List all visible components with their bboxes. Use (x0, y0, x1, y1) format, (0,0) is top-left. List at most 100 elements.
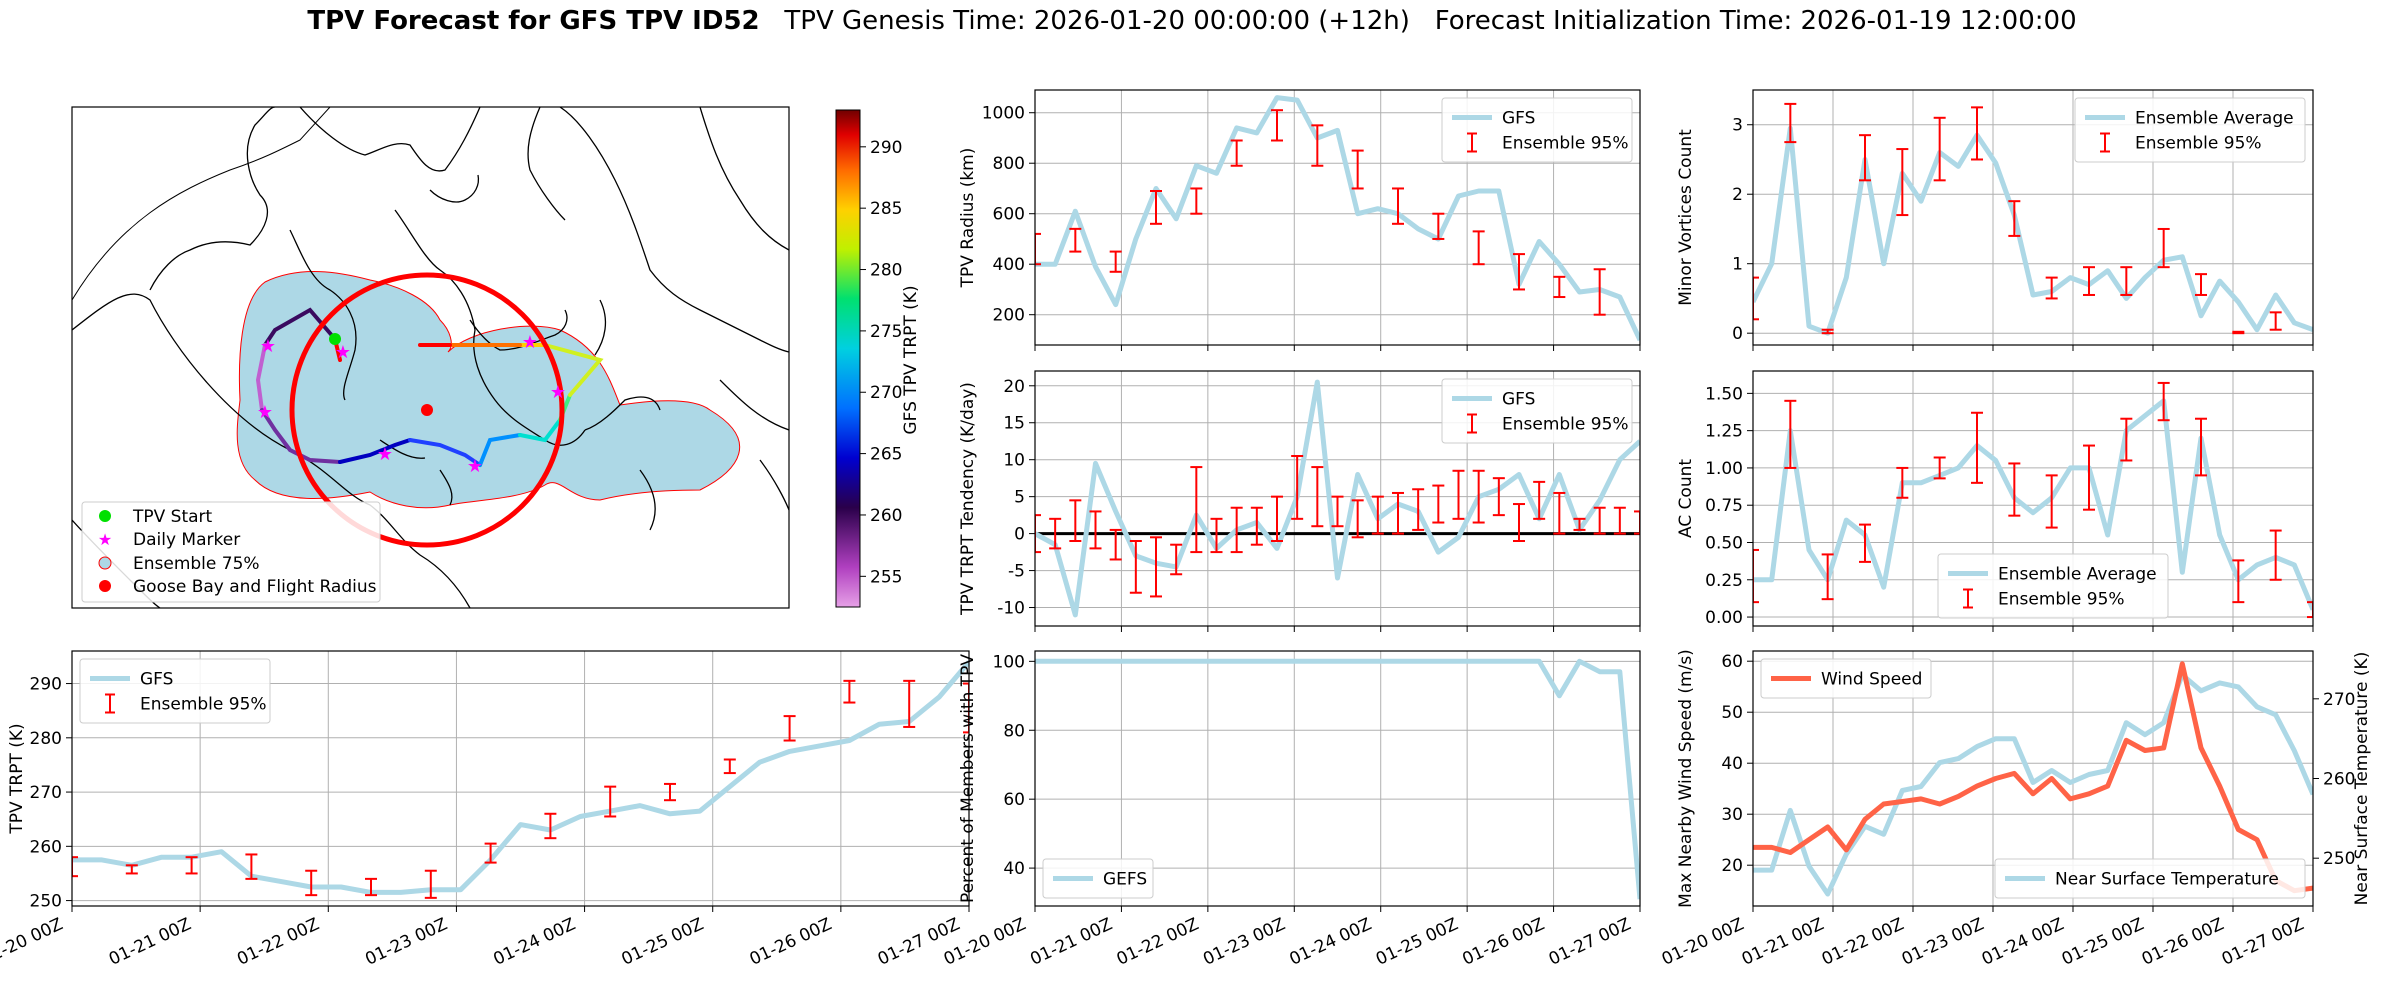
series-group (1035, 379, 1640, 618)
series-group (1753, 381, 2313, 619)
legend-label: Ensemble Average (1998, 565, 2157, 585)
colorbar-tick-label: 275 (870, 322, 902, 342)
y-axis-label: TPV TRPT Tendency (K/day) (958, 382, 978, 616)
y-tick-label: 0.25 (1705, 571, 1743, 591)
y-tick-label: 800 (993, 154, 1025, 174)
svg-text:★: ★ (257, 402, 273, 423)
x-tick-label: 01-26 00Z (2139, 914, 2227, 969)
y-tick-label: 5 (1014, 488, 1025, 508)
gfs-line (1035, 658, 1640, 900)
x-tick-label: 01-25 00Z (619, 914, 707, 969)
gfs-line (1035, 95, 1640, 342)
map-legend: TPV Start ★ Daily Marker Ensemble 75% Go… (81, 501, 381, 603)
legend-box (1937, 553, 2169, 619)
map-panel: ★ ★ ★ ★ ★ ★ ★ TPV Start ★ Daily Marker Ensemb… (71, 106, 921, 609)
series-group (1035, 95, 1640, 342)
x-tick-label: 01-24 00Z (1287, 914, 1375, 969)
y-axis-label: TPV TRPT (K) (7, 723, 27, 834)
x-tick-label: 01-25 00Z (2059, 914, 2147, 969)
y-tick-label: 1000 (982, 104, 1025, 124)
colorbar-tick-label: 285 (870, 199, 902, 219)
x-tick-label: 01-26 00Z (747, 914, 835, 969)
x-tick-label: 01-22 00Z (1819, 914, 1907, 969)
y-tick-label: 60 (1003, 790, 1025, 810)
map-legend-goose: Goose Bay and Flight Radius (133, 577, 377, 597)
legend-label: Ensemble 95% (140, 695, 267, 715)
map-legend-start: TPV Start (132, 507, 213, 527)
y-tick-label: 1.25 (1705, 422, 1743, 442)
chart-tend: -10 -5 0 5 10 15 20 TPV TRPT Tendency (K/day) GF… (958, 370, 1641, 632)
gfs-line (1753, 125, 2313, 336)
legend-goose-swatch (99, 580, 111, 592)
y-tick-label: 1.50 (1705, 384, 1743, 404)
y-tick-label: 1 (1732, 255, 1743, 275)
svg-text:★: ★ (467, 456, 483, 477)
legend-box (79, 658, 271, 724)
colorbar-tick-label: 265 (870, 445, 902, 465)
legend-box (1441, 378, 1633, 444)
wind-speed-line (1753, 661, 2313, 894)
y-tick-label: 20 (1003, 377, 1025, 397)
colorbar-tick-label: 280 (870, 261, 902, 281)
y-tick-label: 0 (1014, 525, 1025, 545)
y-tick-label: 290 (30, 675, 62, 695)
legend-label: Wind Speed (1821, 670, 1922, 690)
y-tick-label: 400 (993, 255, 1025, 275)
y2-axis-label: Near Surface Temperature (K) (2352, 652, 2372, 906)
colorbar-tick-label: 255 (870, 567, 902, 587)
x-tick-label: 01-21 00Z (106, 914, 194, 969)
x-tick-label: 01-22 00Z (1114, 914, 1202, 969)
y-tick-label: 20 (1721, 856, 1743, 876)
svg-text:★: ★ (335, 342, 351, 363)
y-axis-label: AC Count (1676, 459, 1696, 538)
map-legend-ens: Ensemble 75% (133, 554, 260, 574)
y-tick-label: -5 (1008, 562, 1025, 582)
legend-label: GFS (1502, 109, 1535, 129)
init-time: Forecast Initialization Time: 2026-01-19… (1434, 6, 2077, 36)
y-tick-label: 60 (1721, 652, 1743, 672)
legend-label: GEFS (1103, 870, 1147, 890)
map-legend-daily: Daily Marker (133, 530, 240, 550)
legend-ens-swatch (98, 556, 112, 570)
daily-markers: ★ ★ ★ ★ ★ ★ ★ (257, 332, 566, 477)
y-tick-label: 40 (1003, 859, 1025, 879)
x-tick-label: 01-21 00Z (1027, 914, 1115, 969)
legend-start-swatch (99, 510, 111, 522)
chart-radius: 200 400 600 800 1000 TPV Radius (km) GFS Ensemb… (958, 89, 1641, 351)
colorbar-label: GFS TPV TRPT (K) (901, 285, 921, 434)
x-tick-label: 01-23 00Z (362, 914, 450, 969)
y-tick-label: 30 (1721, 805, 1743, 825)
gfs-line (72, 660, 969, 895)
plot-frame (1752, 89, 2314, 346)
chart-ac: 0.00 0.25 0.50 0.75 1.00 1.25 1.50 AC Count Ense… (1676, 370, 2314, 632)
y-axis-label: Max Nearby Wind Speed (m/s) (1676, 649, 1696, 908)
svg-text:★: ★ (550, 382, 566, 403)
legend: GFS Ensemble 95% (1441, 97, 1633, 163)
chart-minor: 0 1 2 3 Minor Vortices Count Ensemble Average… (1676, 89, 2314, 351)
legend-box (1994, 858, 2306, 899)
svg-text:★: ★ (260, 336, 276, 357)
legend-label: GFS (140, 670, 173, 690)
legend: GEFS (1042, 858, 1154, 899)
tpv-start-marker (329, 333, 341, 345)
y2-tick-label: 250 (2323, 849, 2355, 869)
plot-frame (1034, 370, 1641, 627)
x-tick-label: 01-24 00Z (1979, 914, 2067, 969)
chart-trpt: 01-20 00Z 01-21 00Z 01-22 00Z 01-23 00Z 01-2… (0, 650, 970, 970)
series-group (1753, 661, 2313, 897)
y-tick-label: 0.00 (1705, 608, 1743, 628)
legend: Ensemble Average Ensemble 95% (1937, 553, 2169, 619)
series-group (1035, 658, 1640, 900)
gfs-line (1753, 398, 2313, 611)
y-tick-label: 80 (1003, 721, 1025, 741)
y-axis-label: TPV Radius (km) (958, 148, 978, 289)
y-tick-label: 260 (30, 837, 62, 857)
figure-title: TPV Forecast for GFS TPV ID52 TPV Genesi… (0, 6, 2384, 36)
colorbar (835, 109, 861, 608)
y-tick-label: 10 (1003, 451, 1025, 471)
y-tick-label: 270 (30, 783, 62, 803)
svg-text:★: ★ (522, 332, 538, 353)
legend: Near Surface Temperature (1994, 858, 2306, 899)
